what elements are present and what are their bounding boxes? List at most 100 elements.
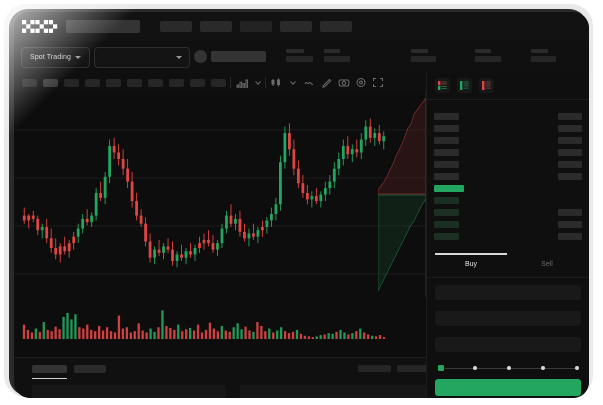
orders-panel — [14, 357, 430, 398]
drawing-tools-icon[interactable] — [321, 77, 333, 88]
toolbar-divider — [265, 77, 266, 88]
bottom-panel-left — [32, 385, 226, 398]
trading-pair-selector[interactable] — [94, 47, 190, 68]
chart-type-icon[interactable] — [270, 77, 282, 88]
stat-24h-turnover — [531, 49, 556, 62]
timeframe-9[interactable] — [190, 79, 205, 87]
order-book[interactable] — [427, 100, 589, 250]
timeframe-3[interactable] — [64, 79, 79, 87]
order-total-field[interactable] — [435, 337, 581, 352]
slider-handle[interactable] — [437, 364, 445, 372]
token-icon — [194, 50, 207, 63]
depth-chart-overlay — [378, 92, 426, 297]
nav-item-1[interactable] — [160, 21, 192, 32]
chevron-down-icon — [176, 56, 182, 59]
orderbook-ask-row[interactable] — [427, 172, 589, 181]
bottom-tab-active-indicator — [32, 378, 67, 379]
volume-series — [22, 310, 386, 339]
orderbook-ask-row[interactable] — [427, 124, 589, 133]
okx-logo-icon[interactable] — [22, 20, 58, 33]
fullscreen-icon[interactable] — [372, 77, 384, 88]
timeframe-2[interactable] — [43, 79, 58, 87]
nav-item-5[interactable] — [320, 21, 352, 32]
orderbook-mode-bids[interactable] — [457, 78, 472, 93]
orderbook-last-price-row[interactable] — [427, 184, 589, 193]
order-amount-field[interactable] — [435, 311, 581, 326]
orderbook-size-cell — [558, 173, 582, 180]
stat-24h-high — [324, 49, 350, 62]
form-divider — [427, 277, 589, 278]
bottom-tab-open-orders[interactable] — [32, 365, 67, 373]
indicators-icon[interactable] — [236, 77, 248, 88]
bottom-tab-order-history[interactable] — [74, 365, 106, 373]
orderbook-price-cell — [434, 173, 459, 180]
orderbook-price-cell — [434, 221, 459, 228]
orderbook-price-cell — [434, 137, 459, 144]
orderbook-size-cell — [558, 113, 582, 120]
orderbook-ask-row[interactable] — [427, 148, 589, 157]
place-buy-order-button[interactable] — [435, 379, 581, 396]
slider-stop-100[interactable] — [575, 365, 579, 370]
last-price-value — [211, 51, 266, 62]
orderbook-ask-row[interactable] — [427, 112, 589, 121]
orderbook-price-cell — [434, 125, 459, 132]
amount-percent-slider[interactable] — [437, 364, 581, 372]
orderbook-mode-switcher — [435, 78, 494, 93]
chart-settings-icon[interactable] — [355, 77, 367, 88]
orderbook-size-cell — [558, 209, 582, 216]
bottom-panel-right — [240, 385, 426, 398]
orderbook-size-cell — [558, 221, 582, 228]
toolbar-divider — [230, 77, 231, 88]
bottom-action-1[interactable] — [358, 365, 391, 372]
buy-tab-active-indicator — [435, 253, 507, 255]
orderbook-price-cell — [434, 149, 459, 156]
timeframe-4[interactable] — [85, 79, 100, 87]
trading-mode-selector[interactable]: Spot Trading — [21, 47, 90, 68]
timeframe-1[interactable] — [22, 79, 37, 87]
orderbook-mode-asks[interactable] — [479, 78, 494, 93]
timeframe-5[interactable] — [106, 79, 121, 87]
orderbook-column-headers[interactable] — [427, 100, 589, 109]
orderbook-price-cell — [434, 197, 459, 204]
timeframe-8[interactable] — [169, 79, 184, 87]
slider-stop-50[interactable] — [507, 365, 511, 370]
orderbook-size-cell — [558, 137, 582, 144]
timeframe-6[interactable] — [127, 79, 142, 87]
price-chart[interactable] — [14, 92, 426, 357]
nav-item-2[interactable] — [200, 21, 232, 32]
order-panel: Buy Sell — [426, 73, 589, 398]
timeframe-10[interactable] — [211, 79, 226, 87]
screenshot-icon[interactable] — [338, 77, 350, 88]
tab-sell[interactable]: Sell — [541, 261, 553, 268]
stat-24h-volume — [475, 49, 501, 62]
orderbook-size-cell — [558, 161, 582, 168]
nav-search-input[interactable] — [66, 20, 140, 33]
orderbook-price-cell — [434, 209, 459, 216]
slider-stop-25[interactable] — [473, 365, 477, 370]
orderbook-bid-row[interactable] — [427, 208, 589, 217]
orderbook-price-cell — [434, 233, 459, 240]
order-price-field[interactable] — [435, 285, 581, 300]
candlestick-series — [22, 118, 386, 268]
orderbook-size-cell — [558, 149, 582, 156]
stat-24h-low — [411, 49, 436, 62]
orderbook-mode-both[interactable] — [435, 78, 450, 93]
line-chart-icon[interactable] — [304, 77, 316, 88]
buy-sell-tabs: Buy Sell — [427, 253, 589, 277]
indicator-dropdown-icon[interactable] — [252, 77, 264, 88]
orderbook-bid-row[interactable] — [427, 196, 589, 205]
orderbook-price-cell — [434, 113, 459, 120]
tab-buy[interactable]: Buy — [464, 261, 478, 268]
nav-item-4[interactable] — [280, 21, 312, 32]
orderbook-bid-row[interactable] — [427, 220, 589, 229]
ticker-bar: Spot Trading — [14, 41, 589, 73]
orderbook-bid-row[interactable] — [427, 232, 589, 241]
screen: Spot Trading — [14, 12, 589, 398]
orderbook-size-cell — [558, 233, 582, 240]
timeframe-7[interactable] — [148, 79, 163, 87]
slider-stop-75[interactable] — [541, 365, 545, 370]
nav-item-3[interactable] — [240, 21, 272, 32]
chart-type-dropdown-icon[interactable] — [287, 77, 299, 88]
orderbook-ask-row[interactable] — [427, 136, 589, 145]
orderbook-ask-row[interactable] — [427, 160, 589, 169]
